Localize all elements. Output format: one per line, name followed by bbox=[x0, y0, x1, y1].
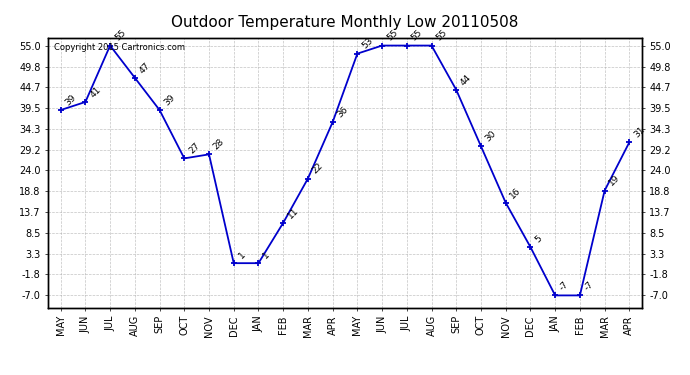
Text: 44: 44 bbox=[459, 73, 473, 87]
Text: 55: 55 bbox=[434, 28, 448, 43]
Text: 19: 19 bbox=[607, 173, 622, 188]
Text: Outdoor Temperature Monthly Low 20110508: Outdoor Temperature Monthly Low 20110508 bbox=[171, 15, 519, 30]
Text: 36: 36 bbox=[335, 105, 350, 119]
Text: 47: 47 bbox=[137, 61, 152, 75]
Text: 5: 5 bbox=[533, 234, 544, 244]
Text: 22: 22 bbox=[310, 162, 325, 176]
Text: 31: 31 bbox=[632, 125, 647, 140]
Text: -7: -7 bbox=[582, 280, 595, 292]
Text: Copyright 2015 Cartronics.com: Copyright 2015 Cartronics.com bbox=[55, 43, 185, 52]
Text: 39: 39 bbox=[63, 93, 78, 107]
Text: 41: 41 bbox=[88, 85, 103, 99]
Text: 1: 1 bbox=[262, 250, 272, 260]
Text: 16: 16 bbox=[509, 186, 523, 200]
Text: 39: 39 bbox=[162, 93, 177, 107]
Text: 55: 55 bbox=[113, 28, 128, 43]
Text: 55: 55 bbox=[410, 28, 424, 43]
Text: 27: 27 bbox=[187, 141, 201, 156]
Text: 55: 55 bbox=[385, 28, 400, 43]
Text: 11: 11 bbox=[286, 206, 300, 220]
Text: 53: 53 bbox=[360, 36, 375, 51]
Text: 30: 30 bbox=[484, 129, 498, 144]
Text: -7: -7 bbox=[558, 280, 571, 292]
Text: 1: 1 bbox=[237, 250, 247, 260]
Text: 28: 28 bbox=[212, 137, 226, 152]
